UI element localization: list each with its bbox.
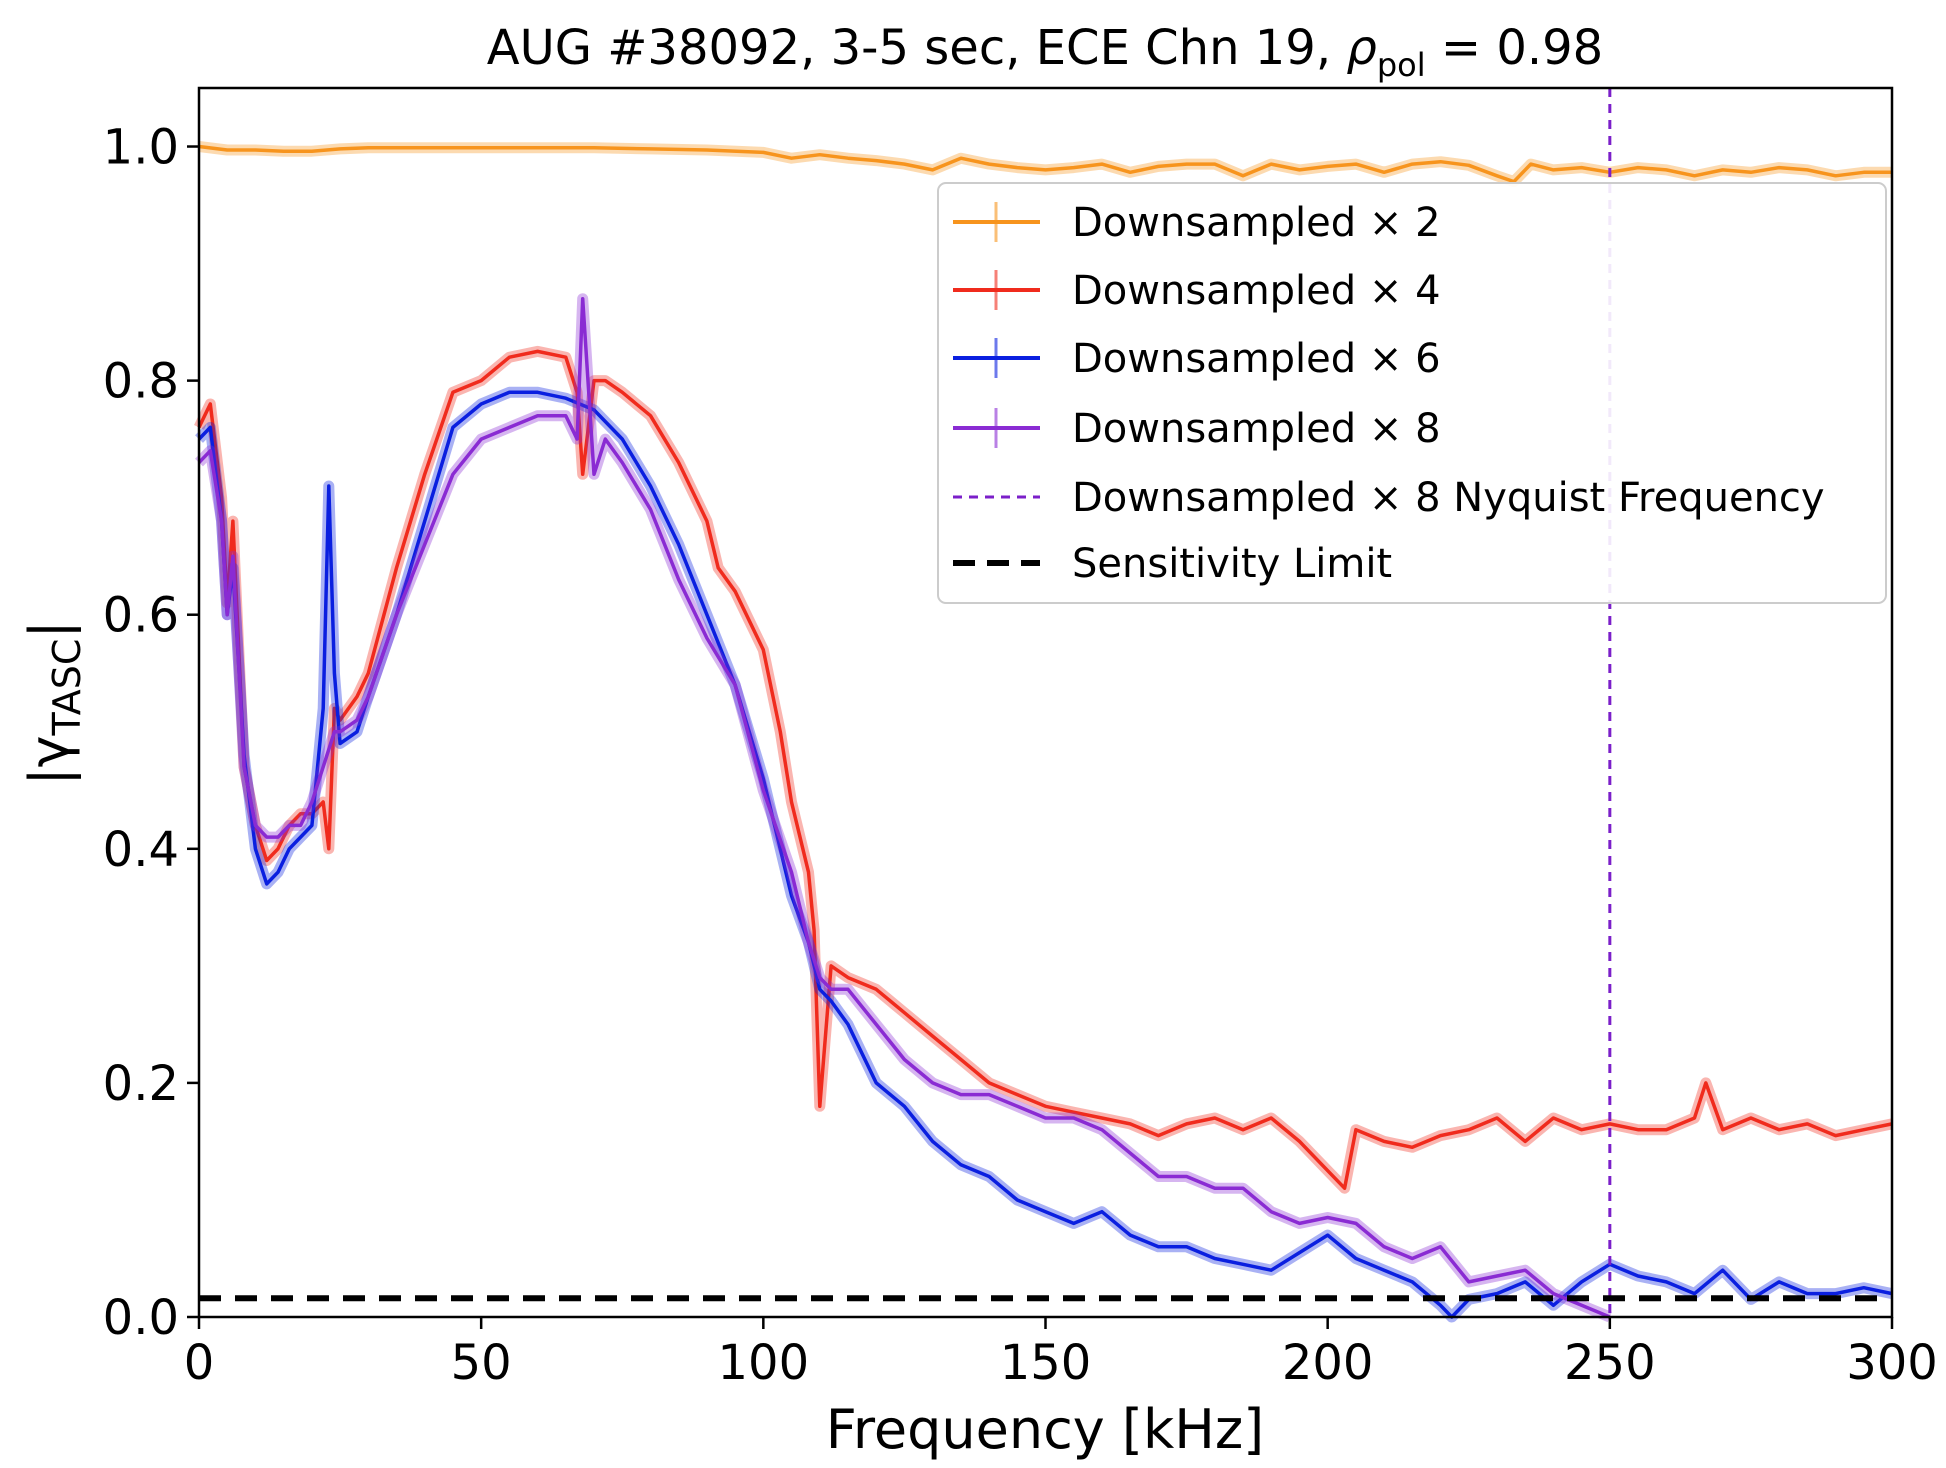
legend-label-nyquist: Downsampled × 8 Nyquist Frequency (1072, 475, 1825, 521)
legend-entry-ds4: Downsampled × 4 (953, 268, 1441, 314)
x-tick-label: 250 (1564, 1335, 1656, 1391)
legend-entry-ds8: Downsampled × 8 (953, 406, 1441, 452)
x-tick-label: 50 (451, 1335, 512, 1391)
chart-title: AUG #38092, 3-5 sec, ECE Chn 19, ρpol = … (487, 20, 1603, 84)
y-tick-label: 0.0 (103, 1290, 179, 1346)
y-axis-title-sub: TASC (45, 639, 89, 737)
legend-label-ds2: Downsampled × 2 (1072, 200, 1441, 246)
y-tick-label: 0.6 (103, 588, 179, 644)
legend-label-sensitivity: Sensitivity Limit (1072, 541, 1392, 587)
series-line-ds4 (197, 349, 1893, 1190)
legend-entry-nyquist: Downsampled × 8 Nyquist Frequency (953, 475, 1825, 521)
chart-title-eq: = 0.98 (1426, 20, 1604, 76)
y-tick-label: 0.2 (103, 1056, 179, 1112)
y-tick-label: 0.4 (103, 822, 179, 878)
y-axis-title: |γTASC| (18, 620, 89, 785)
x-axis-ticks: 0 50 100 150 200 250 300 (184, 1317, 1938, 1391)
series-line-ds8 (197, 296, 1611, 1319)
chart-title-rho: ρ (1346, 20, 1376, 76)
chart-title-main: AUG #38092, 3-5 sec, ECE Chn 19, (487, 20, 1347, 76)
x-tick-label: 150 (1000, 1335, 1092, 1391)
x-tick-label: 100 (718, 1335, 810, 1391)
legend-label-ds4: Downsampled × 4 (1072, 268, 1441, 314)
y-axis-title-main: |γ (18, 735, 81, 785)
legend-entry-sensitivity: Sensitivity Limit (953, 541, 1392, 587)
x-tick-label: 300 (1846, 1335, 1938, 1391)
y-axis-title-close: | (18, 620, 81, 638)
legend-box (937, 182, 1887, 604)
legend-label-ds6: Downsampled × 6 (1072, 336, 1441, 382)
chart-title-rho-sub: pol (1377, 46, 1426, 84)
y-tick-label: 0.8 (103, 354, 179, 410)
y-axis-ticks: 0.0 0.2 0.4 0.6 0.8 1.0 (103, 120, 199, 1346)
series-line-ds2 (198, 144, 1892, 184)
y-tick-label: 1.0 (103, 120, 179, 176)
legend-label-ds8: Downsampled × 8 (1072, 406, 1441, 452)
x-axis-title: Frequency [kHz] (826, 1398, 1265, 1461)
legend-entry-ds2: Downsampled × 2 (953, 200, 1441, 246)
legend: Downsampled × 2 Downsampled × 4 Downsamp… (937, 182, 1887, 604)
x-tick-label: 200 (1282, 1335, 1374, 1391)
x-tick-label: 0 (184, 1335, 215, 1391)
legend-entry-ds6: Downsampled × 6 (953, 336, 1441, 382)
